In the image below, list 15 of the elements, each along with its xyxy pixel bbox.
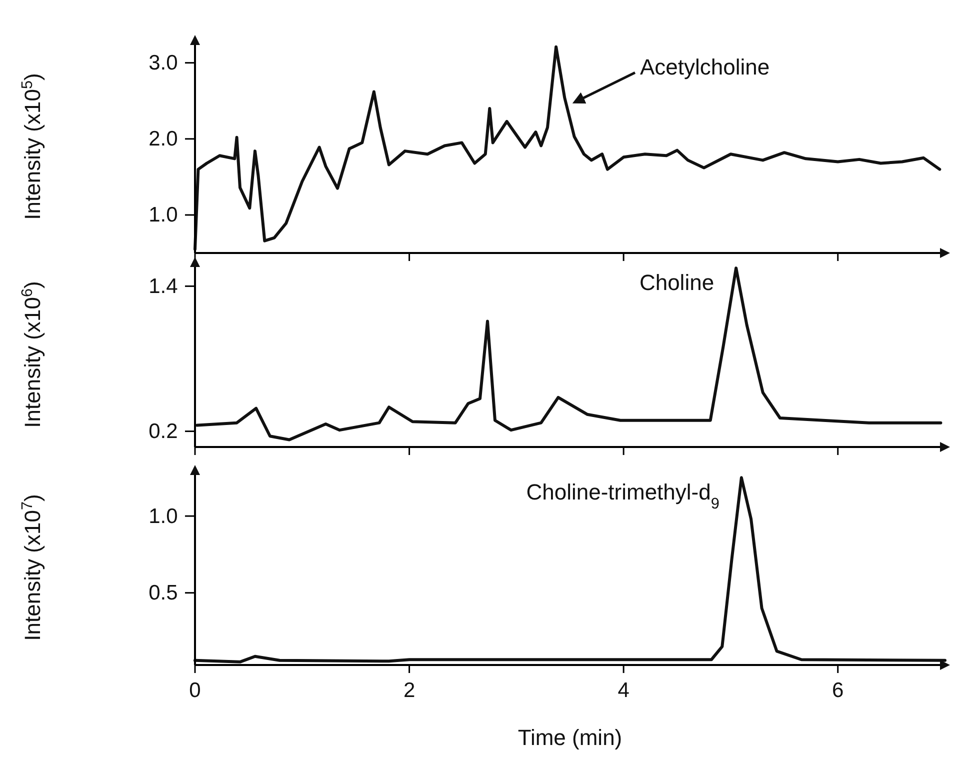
x-tick-label: 6 [832,679,844,702]
y-tick-label: 0.5 [148,582,178,605]
y-tick-label: 1.4 [148,274,178,298]
y-tick-label: 3.0 [148,52,178,75]
x-axis-title: Time (min) [518,725,622,750]
x-tick-label: 2 [403,679,416,702]
annotation: Choline [639,270,714,296]
x-tick-label: 0 [189,679,201,702]
y-tick-label: 1.0 [148,204,178,227]
y-tick-label: 2.0 [148,128,178,151]
y-tick-label: 1.0 [148,504,178,528]
y-tick-label: 0.2 [148,420,178,443]
annotation: Acetylcholine [640,54,770,80]
x-tick-label: 4 [618,679,630,702]
annotation: Choline-trimethyl-d$_{9}$ [526,480,720,512]
